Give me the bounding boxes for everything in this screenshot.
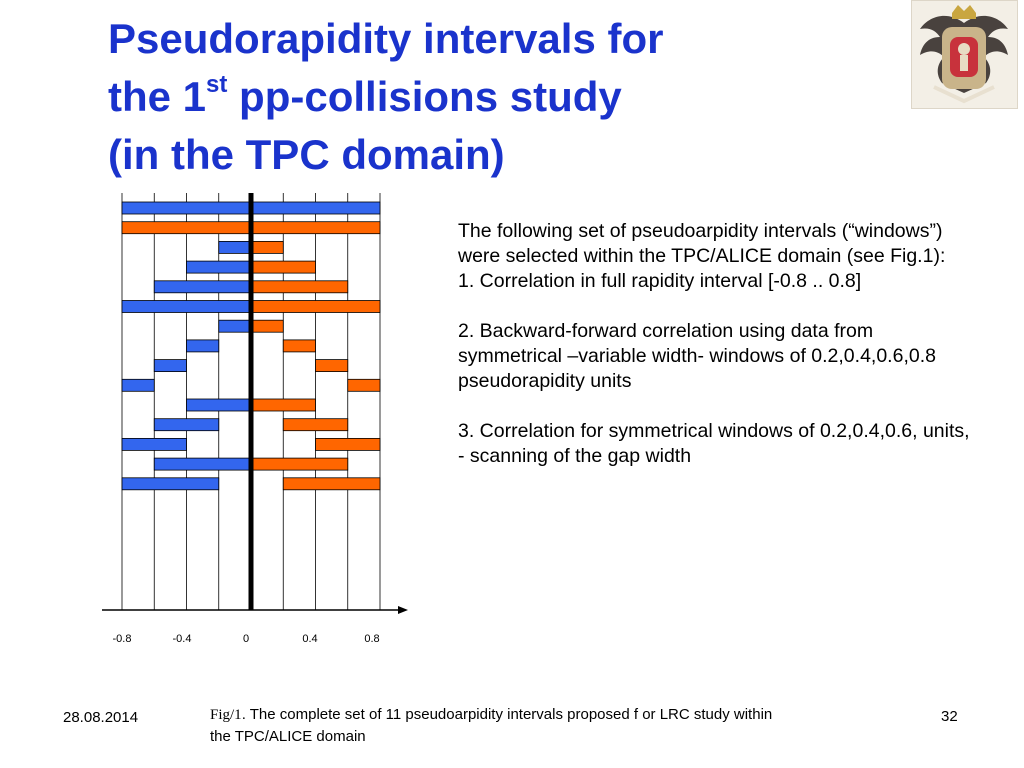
- caption-text: . The complete set of 11 pseudoarpidity …: [210, 706, 773, 745]
- forward-interval-bar: [282, 418, 349, 432]
- item-3-paragraph: 3. Correlation for symmetrical windows o…: [458, 420, 970, 467]
- backward-interval-bar: [121, 300, 252, 313]
- crest-graphic: [920, 5, 1008, 104]
- backward-interval-bar: [186, 260, 252, 274]
- intro-paragraph: The following set of pseudoarpidity inte…: [458, 220, 946, 267]
- x-tick-labels: -0.8 -0.4 0 0.4 0.8: [113, 633, 380, 645]
- backward-interval-bar: [153, 359, 187, 373]
- item-2-paragraph: 2. Backward-forward correlation using da…: [458, 320, 936, 392]
- forward-interval-bar: [282, 477, 381, 491]
- forward-interval-bar: [282, 339, 316, 353]
- x-tick-label: 0.8: [364, 633, 379, 645]
- forward-interval-bar: [250, 300, 381, 313]
- title-line-2-end: pp-collisions study: [227, 73, 622, 120]
- forward-interval-bar: [250, 319, 284, 333]
- forward-interval-bar: [250, 398, 316, 412]
- x-axis-arrow-icon: [398, 606, 408, 614]
- backward-interval-bar: [186, 398, 252, 412]
- interval-bars: [121, 193, 381, 610]
- backward-interval-bar: [121, 378, 155, 392]
- forward-interval-bar: [347, 378, 381, 392]
- backward-interval-bar: [121, 477, 220, 491]
- title-line-2-start: the 1: [108, 73, 207, 120]
- backward-interval-bar: [218, 319, 252, 333]
- x-tick-label: -0.8: [113, 633, 132, 645]
- item-1-paragraph: 1. Correlation in full rapidity interval…: [458, 270, 862, 292]
- forward-interval-bar: [250, 280, 349, 294]
- title-line-2: the 1st pp-collisions study: [108, 68, 888, 126]
- x-tick-label: 0.4: [302, 633, 317, 645]
- page-number: 32: [941, 708, 958, 725]
- backward-interval-bar: [153, 418, 220, 432]
- backward-interval-bar: [153, 457, 252, 471]
- forward-interval-bar: [250, 240, 284, 254]
- title-line-1: Pseudorapidity intervals for: [108, 15, 664, 62]
- footer-date: 28.08.2014: [63, 709, 139, 726]
- x-tick-label: 0: [243, 633, 249, 645]
- description-text: The following set of pseudoarpidity inte…: [458, 219, 978, 469]
- slide-title: Pseudorapidity intervals for the 1st pp-…: [108, 10, 888, 184]
- backward-interval-bar: [121, 437, 187, 451]
- forward-interval-bar: [250, 457, 349, 471]
- forward-interval-bar: [250, 260, 316, 274]
- backward-interval-bar: [186, 339, 220, 353]
- forward-interval-bar: [315, 437, 381, 451]
- x-axis: [102, 606, 408, 614]
- double-headed-eagle-crest-icon: [911, 0, 1018, 109]
- figure-caption: Fig/1. The complete set of 11 pseudoarpi…: [210, 704, 790, 748]
- backward-interval-bar: [153, 280, 252, 294]
- title-superscript: st: [206, 71, 228, 98]
- caption-figure-label: Fig/1: [210, 707, 242, 723]
- backward-interval-bar: [218, 240, 252, 254]
- title-line-3: (in the TPC domain): [108, 131, 505, 178]
- forward-interval-bar: [315, 359, 349, 373]
- x-tick-label: -0.4: [173, 633, 192, 645]
